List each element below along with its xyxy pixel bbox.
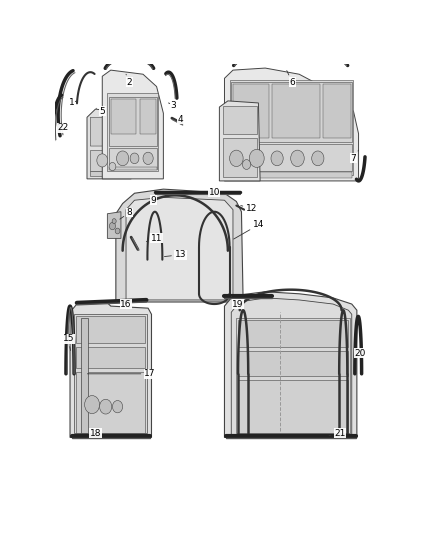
Text: 13: 13: [164, 251, 186, 259]
Text: 11: 11: [146, 234, 162, 243]
Polygon shape: [109, 167, 156, 170]
Polygon shape: [70, 301, 152, 438]
Circle shape: [271, 151, 283, 166]
Polygon shape: [233, 84, 268, 138]
Circle shape: [85, 395, 99, 414]
Polygon shape: [238, 320, 348, 347]
Polygon shape: [76, 434, 145, 435]
Circle shape: [117, 151, 129, 166]
Text: 15: 15: [63, 334, 74, 351]
Circle shape: [109, 163, 116, 171]
Polygon shape: [323, 84, 351, 138]
Polygon shape: [224, 68, 359, 181]
Polygon shape: [76, 347, 145, 368]
Text: 4: 4: [176, 115, 183, 124]
Polygon shape: [109, 97, 156, 146]
Text: 1: 1: [69, 99, 77, 108]
Polygon shape: [238, 351, 348, 376]
Polygon shape: [74, 314, 147, 433]
Polygon shape: [223, 138, 257, 177]
Polygon shape: [76, 372, 145, 433]
Text: 6: 6: [287, 70, 295, 87]
Polygon shape: [116, 189, 243, 302]
Polygon shape: [224, 292, 357, 438]
Polygon shape: [223, 106, 257, 134]
Circle shape: [99, 399, 112, 414]
Text: 8: 8: [120, 208, 132, 219]
Polygon shape: [230, 80, 353, 175]
Text: 16: 16: [116, 300, 132, 309]
Polygon shape: [90, 150, 121, 171]
Circle shape: [243, 159, 251, 169]
Polygon shape: [237, 318, 350, 433]
Circle shape: [230, 150, 243, 166]
Text: 18: 18: [90, 429, 101, 438]
Polygon shape: [111, 99, 136, 134]
Circle shape: [312, 151, 324, 166]
Circle shape: [291, 150, 304, 166]
Text: 10: 10: [208, 188, 220, 197]
Circle shape: [110, 222, 116, 230]
Text: 2: 2: [126, 74, 132, 87]
Polygon shape: [272, 84, 320, 138]
Polygon shape: [90, 172, 121, 176]
Text: 19: 19: [231, 296, 244, 309]
Polygon shape: [238, 434, 348, 436]
Polygon shape: [109, 148, 156, 168]
Polygon shape: [231, 298, 352, 435]
Text: 22: 22: [58, 123, 69, 132]
Polygon shape: [126, 197, 233, 300]
Polygon shape: [231, 83, 352, 142]
Circle shape: [115, 228, 120, 234]
Circle shape: [113, 400, 123, 413]
Text: 17: 17: [88, 369, 155, 378]
Text: 3: 3: [169, 101, 177, 109]
Text: 5: 5: [96, 107, 105, 116]
Circle shape: [112, 219, 116, 224]
Circle shape: [249, 149, 264, 167]
Polygon shape: [107, 212, 121, 238]
Polygon shape: [219, 101, 260, 181]
Circle shape: [143, 152, 153, 165]
Polygon shape: [87, 109, 131, 179]
Polygon shape: [140, 99, 156, 134]
Polygon shape: [107, 93, 158, 171]
Circle shape: [130, 153, 139, 164]
Circle shape: [97, 154, 108, 167]
Polygon shape: [90, 117, 121, 146]
Polygon shape: [238, 380, 348, 433]
Polygon shape: [231, 144, 352, 171]
Polygon shape: [231, 172, 352, 178]
Text: 14: 14: [234, 220, 264, 239]
Polygon shape: [102, 70, 163, 179]
Text: 12: 12: [241, 204, 257, 213]
Text: 21: 21: [329, 429, 346, 438]
Text: 20: 20: [355, 349, 366, 358]
Polygon shape: [81, 318, 88, 433]
Text: 7: 7: [350, 150, 359, 163]
Text: 9: 9: [147, 196, 156, 205]
Polygon shape: [76, 317, 145, 343]
